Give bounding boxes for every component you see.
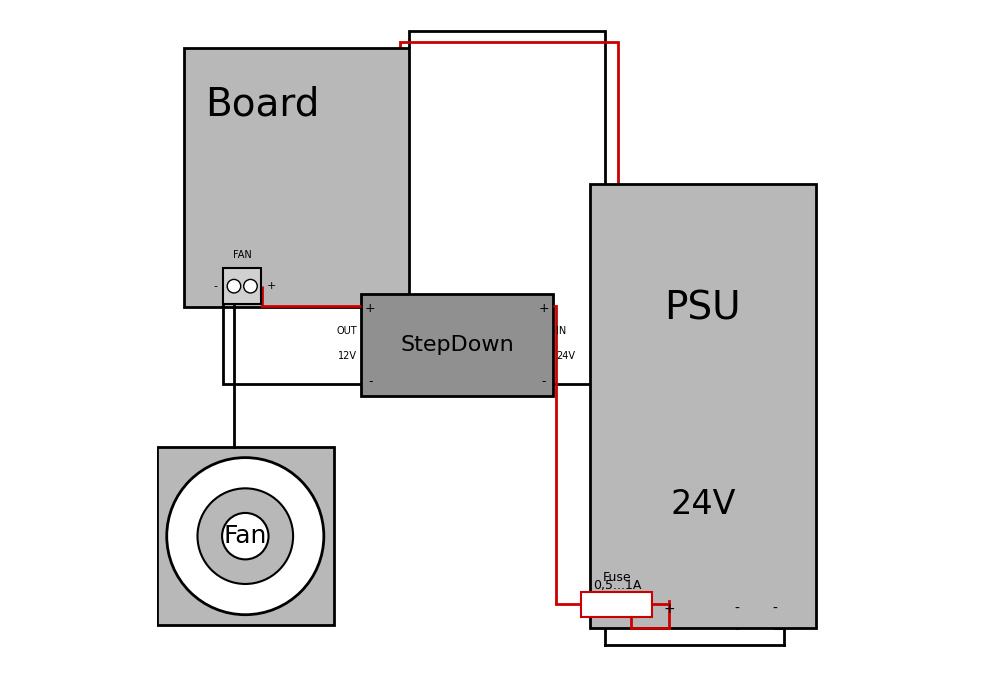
Text: -: - (773, 602, 778, 616)
Bar (223, 268, 261, 304)
Circle shape (166, 458, 324, 615)
Text: OUT: OUT (337, 326, 358, 336)
Circle shape (227, 279, 241, 293)
Bar (591, 184, 816, 628)
Text: +: + (267, 281, 277, 291)
Text: -: - (213, 281, 217, 291)
Text: -: - (734, 602, 739, 616)
Text: +: + (624, 602, 636, 616)
Text: -: - (369, 375, 373, 388)
Text: -: - (542, 375, 546, 388)
Text: 24V: 24V (556, 351, 575, 361)
Text: StepDown: StepDown (400, 335, 514, 355)
Bar (184, 48, 409, 307)
Text: 12V: 12V (339, 351, 358, 361)
Text: FAN: FAN (233, 250, 252, 260)
Text: Fan: Fan (224, 524, 267, 548)
Text: +: + (539, 302, 549, 315)
Bar (362, 294, 553, 396)
Text: 24V: 24V (670, 488, 736, 520)
Text: +: + (365, 302, 375, 315)
Text: 0,5...1A: 0,5...1A (593, 579, 641, 592)
Bar (582, 592, 652, 617)
Text: Board: Board (205, 86, 320, 124)
Text: Fuse: Fuse (603, 571, 631, 584)
Circle shape (222, 513, 269, 559)
Text: +: + (663, 602, 675, 616)
Text: PSU: PSU (664, 290, 741, 328)
Circle shape (197, 488, 293, 584)
Bar (156, 447, 334, 625)
Text: IN: IN (556, 326, 567, 336)
Circle shape (244, 279, 257, 293)
